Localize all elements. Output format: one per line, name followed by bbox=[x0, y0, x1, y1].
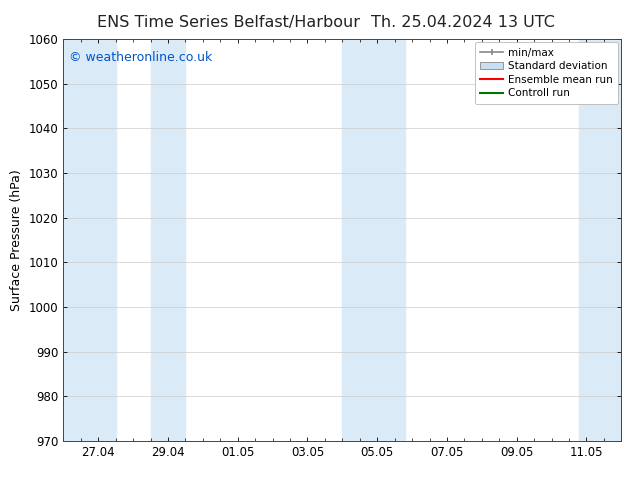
Y-axis label: Surface Pressure (hPa): Surface Pressure (hPa) bbox=[10, 169, 23, 311]
Text: ENS Time Series Belfast/Harbour: ENS Time Series Belfast/Harbour bbox=[97, 15, 359, 30]
Bar bbox=[150, 39, 185, 441]
Bar bbox=[342, 39, 405, 441]
Text: Th. 25.04.2024 13 UTC: Th. 25.04.2024 13 UTC bbox=[371, 15, 555, 30]
Bar bbox=[63, 39, 115, 441]
Bar bbox=[579, 39, 621, 441]
Text: © weatheronline.co.uk: © weatheronline.co.uk bbox=[69, 51, 212, 64]
Legend: min/max, Standard deviation, Ensemble mean run, Controll run: min/max, Standard deviation, Ensemble me… bbox=[475, 42, 618, 104]
